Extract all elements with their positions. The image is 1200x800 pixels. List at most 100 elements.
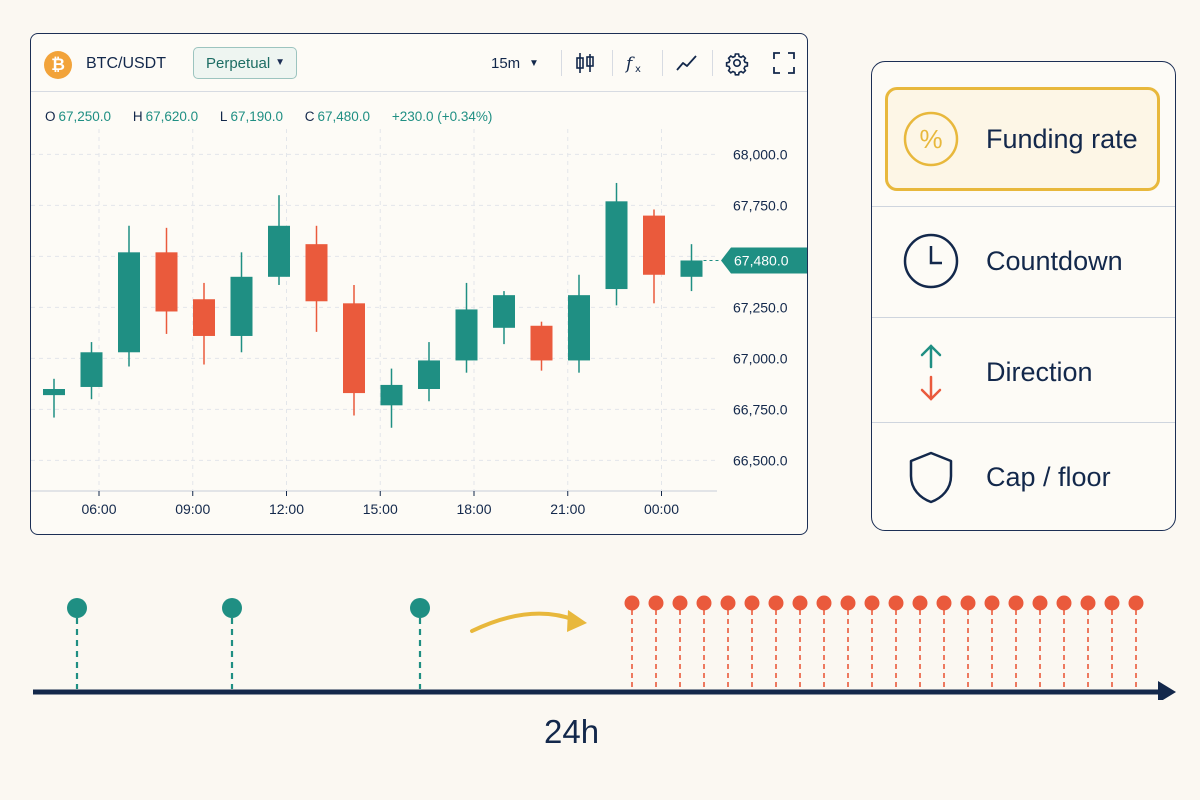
time-tick-label: 12:00 [269,501,304,517]
open-value: 67,250.0 [58,109,112,124]
candle [43,378,65,418]
chevron-down-icon[interactable]: ▼ [529,58,539,69]
funding-rate-label: Funding rate [986,124,1138,154]
event-dot [792,595,808,611]
sparse-funding-event [410,598,430,689]
toolbar-divider [712,50,713,76]
clock-icon [903,233,959,289]
candle [605,182,628,306]
event-dot [1008,595,1024,611]
event-dot [960,595,976,611]
dense-funding-event [1104,595,1120,689]
event-dot [648,595,664,611]
fullscreen-icon[interactable] [771,50,797,76]
candle-body [343,303,365,394]
dense-funding-event [1008,595,1024,689]
event-dot [222,598,242,618]
event-dot [1080,595,1096,611]
svg-text:f: f [624,54,635,74]
candle [568,274,590,373]
candle [380,368,403,428]
candle [155,227,178,334]
dense-funding-event [624,595,640,689]
dense-funding-event [816,595,832,689]
dense-funding-event [984,595,1000,689]
sparse-funding-event [222,598,242,689]
dense-funding-event [648,595,664,689]
event-dot [672,595,688,611]
price-tick-label: 66,750.0 [733,401,788,417]
candle [268,195,290,285]
funding-rate-item[interactable]: % Funding rate [885,87,1160,191]
market-type-label: Perpetual [206,55,271,72]
cap-floor-item[interactable]: Cap / floor [872,426,1175,531]
candle-body [193,299,215,336]
shield-icon [909,451,953,504]
candle-body [268,225,290,277]
interval-dropdown[interactable]: 15m [491,55,521,72]
timeline-24h-label: 24h [544,713,600,750]
trading-pair[interactable]: BTC/USDT [86,55,166,72]
panel-divider [872,317,1175,318]
low-value: 67,190.0 [230,109,283,124]
event-dot [624,595,640,611]
toolbar-divider [561,50,562,76]
candle-body [680,260,703,277]
dense-funding-event [1128,595,1144,689]
up-down-arrows-icon [920,344,942,401]
bitcoin-icon: ₿ [44,51,72,79]
price-tick-label: 66,500.0 [733,452,788,468]
time-tick-label: 21:00 [550,501,585,517]
direction-label: Direction [986,357,1093,387]
svg-text:%: % [919,124,942,154]
event-dot [410,598,430,618]
event-dot [720,595,736,611]
candle [680,244,703,292]
low-label: L [219,109,228,124]
candle-body [380,384,403,406]
indicators-fx-icon[interactable]: f x [623,50,649,76]
price-change: +230.0 (+0.34%) [391,109,493,124]
toolbar-divider [612,50,613,76]
market-type-dropdown[interactable]: Perpetual ▼ [193,47,297,79]
candle-body [530,325,553,361]
event-dot [744,595,760,611]
percent-icon: % [903,111,959,167]
event-dot [936,595,952,611]
open-label: O [45,109,56,124]
candlestick-plot[interactable]: 68,000.067,750.067,500.067,250.067,000.0… [31,34,807,534]
candle [305,225,328,332]
candle [455,282,478,373]
event-dot [888,595,904,611]
candle-body [643,215,665,275]
candle-body [493,295,515,328]
candle-body [155,252,178,312]
candle [80,342,103,400]
line-chart-icon[interactable] [674,50,700,76]
settings-gear-icon[interactable] [724,50,750,76]
transition-arrow [470,611,577,633]
close-value: 67,480.0 [317,109,371,124]
price-tick-label: 67,250.0 [733,299,788,315]
dense-funding-event [792,595,808,689]
candle [643,209,665,304]
candle [230,252,253,353]
candle-body [80,352,103,387]
candle [530,321,553,371]
chart-window: ₿ BTC/USDT Perpetual ▼ 15m ▼ f x [30,33,808,535]
dense-funding-event [1056,595,1072,689]
event-dot [1032,595,1048,611]
dense-funding-event [720,595,736,689]
ohlc-readout: O 67,250.0 H 67,620.0 L 67,190.0 C 67,480.0 … [45,109,510,124]
high-label: H [132,109,143,124]
dense-funding-event [864,595,880,689]
candlestick-icon[interactable] [572,50,598,76]
countdown-item[interactable]: Countdown [872,210,1175,315]
candle [418,342,440,402]
close-label: C [304,109,315,124]
direction-item[interactable]: Direction [872,321,1175,426]
event-dot [67,598,87,618]
event-dot [816,595,832,611]
event-dot [864,595,880,611]
candle [493,291,515,345]
